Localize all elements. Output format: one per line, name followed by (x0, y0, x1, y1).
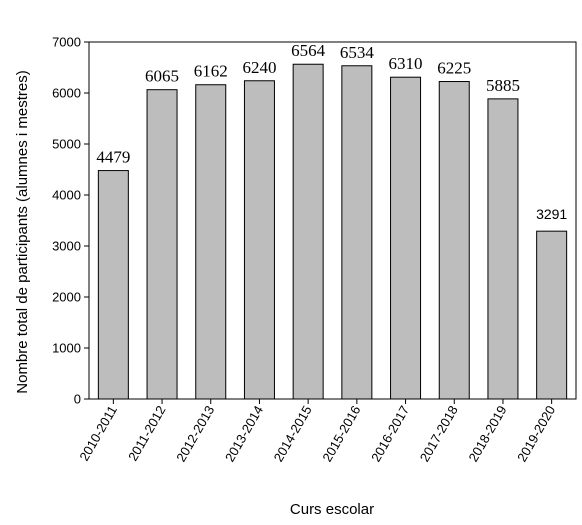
data-label: 6065 (145, 67, 179, 86)
x-axis-title: Curs escolar (290, 501, 374, 518)
bar (292, 63, 324, 400)
data-label: 6310 (389, 54, 423, 73)
bar (243, 80, 275, 400)
x-tick-label: 2015-2016 (319, 403, 363, 464)
x-tick-label: 2019-2020 (514, 403, 558, 464)
x-axis: 2010-2011 2011-2012 2012-2013 2013-2014 2014… (76, 399, 558, 464)
bar (195, 84, 227, 400)
x-tick-label: 2016-2017 (368, 403, 412, 464)
bar (438, 81, 470, 400)
y-axis: 0 1000 2000 3000 4000 5000 6000 7000 (52, 35, 89, 407)
y-tick-label: 7000 (52, 35, 81, 50)
x-tick-label: 2012-2013 (173, 403, 217, 464)
y-tick-label: 1000 (52, 341, 81, 356)
y-tick-label: 2000 (52, 290, 81, 305)
bar (341, 65, 373, 400)
bar (487, 98, 519, 400)
y-tick-label: 5000 (52, 137, 81, 152)
bar (97, 170, 129, 400)
x-tick-label: 2013-2014 (222, 403, 266, 464)
y-tick-label: 4000 (52, 188, 81, 203)
y-tick-label: 0 (74, 392, 81, 407)
data-label: 6225 (437, 59, 471, 78)
data-label: 6162 (194, 62, 228, 81)
data-label: 6240 (242, 58, 276, 77)
x-tick-label: 2010-2011 (76, 403, 120, 464)
data-label: 4479 (96, 148, 130, 167)
data-label: 3291 (536, 206, 567, 222)
data-label: 6564 (291, 41, 326, 60)
bar (146, 89, 178, 400)
y-tick-label: 3000 (52, 239, 81, 254)
x-tick-label: 2017-2018 (417, 403, 461, 464)
x-tick-label: 2011-2012 (125, 403, 169, 464)
x-tick-label: 2018-2019 (465, 403, 509, 464)
plot-frame (88, 41, 577, 400)
x-tick-label: 2014-2015 (271, 403, 315, 464)
data-label: 5885 (486, 76, 520, 95)
bar (536, 230, 568, 400)
y-axis-title: Nombre total de participants (alumnes i … (14, 70, 31, 393)
bar (390, 76, 422, 400)
bars (97, 63, 568, 400)
data-label: 6534 (340, 43, 375, 62)
data-labels: 4479 6065 6162 6240 6564 6534 6310 6225 5885 3291 (96, 41, 567, 222)
y-tick-label: 6000 (52, 86, 81, 101)
